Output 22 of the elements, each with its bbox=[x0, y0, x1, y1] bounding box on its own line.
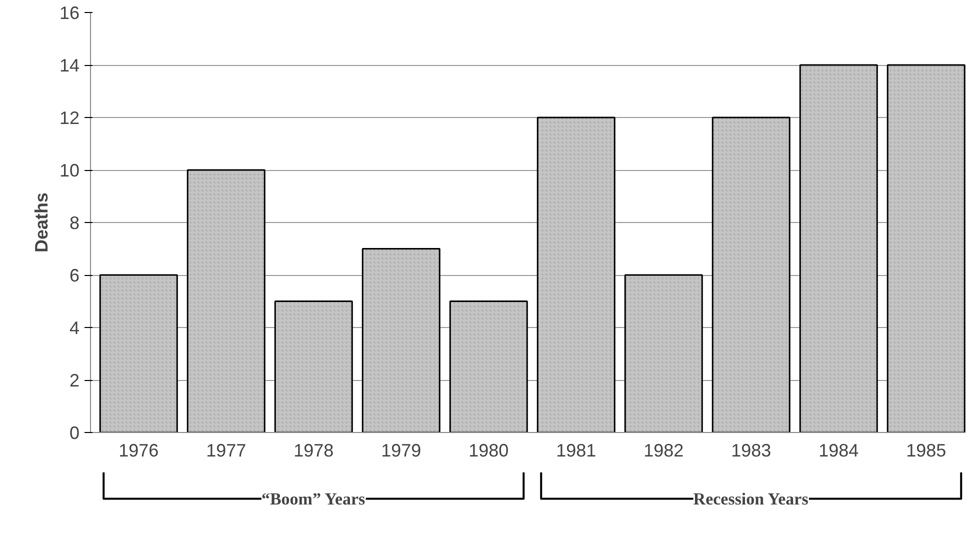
x-tick-label: 1981 bbox=[556, 440, 596, 460]
y-tick-label: 16 bbox=[59, 3, 80, 23]
y-tick-label: 8 bbox=[69, 213, 80, 233]
x-tick-label: 1983 bbox=[731, 440, 772, 460]
x-tick-label: 1980 bbox=[468, 440, 509, 460]
y-tick-label: 4 bbox=[69, 318, 80, 338]
y-tick-label: 10 bbox=[59, 160, 80, 180]
x-tick-label: 1976 bbox=[118, 440, 159, 460]
y-tick-label: 12 bbox=[59, 108, 80, 128]
x-tick-label: 1984 bbox=[818, 440, 859, 460]
text: “Boom” Years bbox=[261, 489, 366, 508]
x-tick-label: 1978 bbox=[294, 440, 334, 460]
y-tick-label: 2 bbox=[69, 370, 80, 390]
y-tick-label: 6 bbox=[69, 266, 80, 286]
x-tick-label: 1977 bbox=[206, 440, 246, 460]
x-tick-label: 1979 bbox=[381, 440, 422, 460]
y-tick-label: 0 bbox=[69, 423, 80, 443]
y-tick-label: 14 bbox=[59, 56, 80, 76]
y-axis-title: Deaths bbox=[31, 192, 52, 253]
x-tick-label: 1982 bbox=[644, 440, 684, 460]
x-tick-label: 1985 bbox=[906, 440, 946, 460]
text: Recession Years bbox=[693, 489, 809, 508]
